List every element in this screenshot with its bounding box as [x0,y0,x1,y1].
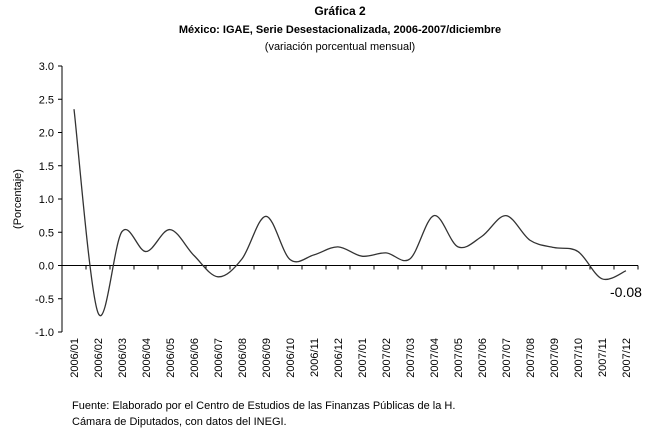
chart-subtitle: México: IGAE, Serie Desestacionalizada, … [179,24,501,36]
x-tick-label: 2006/04 [141,338,153,378]
y-tick-label: 1.5 [39,161,54,173]
x-tick-label: 2007/12 [621,338,633,378]
x-tick-label: 2007/11 [597,338,609,377]
x-tick-label: 2006/11 [309,338,321,377]
chart-subtitle: (variación porcentual mensual) [265,41,415,53]
y-tick-label: 2.5 [39,94,54,106]
x-tick-label: 2006/06 [189,338,201,378]
y-tick-label: -1.0 [35,327,54,339]
x-tick-label: 2007/04 [429,338,441,378]
x-tick-label: 2007/01 [357,338,369,378]
y-tick-label: 3.0 [39,61,54,73]
x-tick-label: 2006/08 [237,338,249,378]
x-tick-label: 2007/10 [573,338,585,378]
x-tick-label: 2006/10 [285,338,297,378]
chart-title: Gráfica 2 [314,4,366,18]
x-tick-label: 2007/03 [405,338,417,378]
x-tick-label: 2007/05 [453,338,465,378]
y-axis-label: (Porcentaje) [12,169,24,229]
y-tick-label: 1.0 [39,194,54,206]
x-tick-label: 2007/09 [549,338,561,378]
x-tick-label: 2006/09 [261,338,273,378]
source: Fuente: Elaborado por el Centro de Estud… [72,400,455,412]
x-tick-label: 2007/06 [477,338,489,378]
y-tick-label: 0.5 [39,227,54,239]
x-tick-label: 2007/08 [525,338,537,378]
x-tick-label: 2007/07 [501,338,513,378]
data-line [73,109,627,317]
y-tick-label: 0.0 [39,261,54,273]
data-label: -0.08 [610,284,642,300]
y-tick-label: 2.0 [39,128,54,140]
x-tick-label: 2006/01 [69,338,81,378]
x-tick-label: 2006/12 [333,338,345,378]
x-tick-label: 2006/07 [213,338,225,378]
x-tick-label: 2006/05 [165,338,177,378]
x-tick-label: 2006/02 [93,338,105,378]
y-tick-label: -0.5 [35,294,54,306]
x-tick-label: 2006/03 [117,338,129,378]
source: Cámara de Diputados, con datos del INEGI… [72,416,287,428]
x-tick-label: 2007/02 [381,338,393,378]
